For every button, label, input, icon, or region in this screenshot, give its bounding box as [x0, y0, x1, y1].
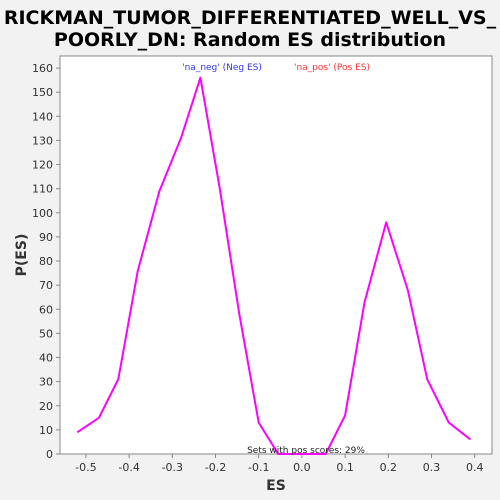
x-tick-label: -0.5 — [75, 461, 96, 474]
chart-title-line-2: POORLY_DN: Random ES distribution — [54, 29, 446, 51]
y-tick-label: 110 — [32, 183, 53, 196]
y-tick-label: 50 — [39, 327, 53, 340]
x-tick-label: -0.3 — [162, 461, 183, 474]
x-tick-label: -0.1 — [248, 461, 269, 474]
y-tick-label: 80 — [39, 255, 53, 268]
x-tick-label: 0.2 — [380, 461, 398, 474]
y-tick-label: 10 — [39, 424, 53, 437]
y-tick-label: 160 — [32, 62, 53, 75]
pos-scores-annotation: Sets with pos scores: 29% — [247, 446, 365, 456]
x-tick-label: -0.4 — [118, 461, 139, 474]
x-tick-label: -0.2 — [205, 461, 226, 474]
y-axis: 0 10 20 30 40 50 60 70 80 90 100 110 120 130 140 150 160 — [32, 62, 60, 461]
chart-title-line-1: RICKMAN_TUMOR_DIFFERENTIATED_WELL_VS_ — [4, 7, 497, 29]
x-axis: -0.5 -0.4 -0.3 -0.2 -0.1 0.0 0.1 0.2 0.3 0.4 — [75, 454, 483, 474]
es-distribution-line — [76, 76, 472, 455]
y-tick-label: 20 — [39, 400, 53, 413]
y-tick-label: 120 — [32, 159, 53, 172]
y-tick-label: 150 — [32, 86, 53, 99]
y-tick-label: 0 — [46, 448, 53, 461]
legend-pos-entry: 'na_pos' (Pos ES) — [294, 63, 370, 73]
series-layer — [76, 76, 472, 455]
y-tick-label: 70 — [39, 279, 53, 292]
x-tick-label: 0.1 — [336, 461, 354, 474]
x-axis-label: ES — [266, 478, 286, 494]
y-tick-label: 130 — [32, 134, 53, 147]
legend-neg-entry: 'na_neg' (Neg ES) — [182, 63, 262, 73]
y-tick-label: 40 — [39, 352, 53, 365]
y-tick-label: 100 — [32, 207, 53, 220]
x-tick-label: 0.4 — [466, 461, 484, 474]
plot-area — [59, 55, 493, 455]
y-axis-label: P(ES) — [14, 234, 30, 277]
y-tick-label: 60 — [39, 303, 53, 316]
y-tick-label: 30 — [39, 376, 53, 389]
x-tick-label: 0.3 — [423, 461, 441, 474]
y-tick-label: 140 — [32, 110, 53, 123]
x-tick-label: 0.0 — [293, 461, 311, 474]
y-tick-label: 90 — [39, 231, 53, 244]
